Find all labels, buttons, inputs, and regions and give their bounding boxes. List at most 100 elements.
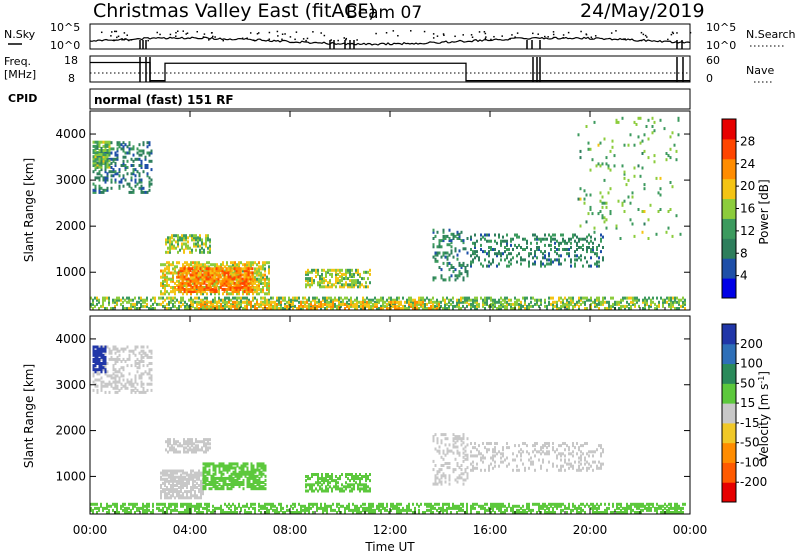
heatmap-cell: [454, 468, 457, 472]
heatmap-cell: [337, 272, 339, 276]
heatmap-cell: [140, 360, 143, 363]
heatmap-cell: [174, 296, 176, 300]
heatmap-cell: [112, 168, 115, 172]
heatmap-cell: [584, 462, 586, 466]
heatmap-cell: [284, 296, 286, 300]
heatmap-cell: [454, 445, 457, 449]
heatmap-cell: [556, 307, 558, 310]
heatmap-cell: [359, 285, 361, 289]
heatmap-cell: [96, 155, 99, 159]
heatmap-cell: [262, 300, 264, 304]
heatmap-cell: [244, 472, 247, 476]
heatmap-cell: [594, 237, 596, 241]
heatmap-cell: [530, 304, 532, 308]
heatmap-cell: [192, 269, 194, 273]
heatmap-cell: [186, 484, 188, 487]
heatmap-cell: [116, 141, 119, 145]
heatmap-cell: [480, 468, 482, 472]
heatmap-cell: [440, 245, 443, 249]
heatmap-cell: [179, 277, 182, 281]
heatmap-cell: [98, 184, 101, 188]
heatmap-cell: [178, 304, 180, 308]
heatmap-cell: [572, 300, 574, 304]
heatmap-cell: [220, 487, 223, 491]
heatmap-cell: [94, 345, 97, 349]
heatmap-cell: [191, 450, 193, 454]
heatmap-cell: [194, 486, 196, 489]
heatmap-cell: [248, 474, 251, 478]
heatmap-cell: [175, 234, 177, 238]
heatmap-cell: [357, 270, 359, 274]
heatmap-cell: [536, 300, 538, 304]
heatmap-cell: [195, 440, 197, 444]
heatmap-cell: [216, 487, 219, 491]
heatmap-cell: [355, 477, 357, 481]
heatmap-cell: [260, 281, 262, 285]
heatmap-cell: [122, 366, 125, 370]
heatmap-cell: [650, 298, 652, 302]
heatmap-cell: [256, 263, 258, 267]
heatmap-cell: [480, 456, 482, 460]
heatmap-cell: [500, 302, 502, 306]
heatmap-cell: [518, 298, 520, 302]
heatmap-cell: [262, 261, 264, 265]
heatmap-cell: [290, 304, 292, 308]
heatmap-cell: [189, 446, 191, 450]
heatmap-cell: [357, 483, 359, 487]
heatmap-cell: [146, 382, 149, 386]
heatmap-cell: [189, 250, 191, 254]
heatmap-cell: [230, 462, 233, 466]
heatmap-cell: [234, 269, 236, 273]
heatmap-cell: [252, 476, 255, 480]
heatmap-cell: [132, 170, 135, 174]
heatmap-cell: [359, 479, 361, 483]
heatmap-cell: [140, 149, 143, 153]
heatmap-cell: [212, 263, 214, 267]
heatmap-cell: [209, 277, 212, 281]
heatmap-cell: [173, 246, 175, 250]
colorbar-segment: [722, 138, 736, 160]
heatmap-cell: [216, 265, 218, 269]
heatmap-cell: [114, 378, 117, 382]
heatmap-cell: [217, 273, 220, 277]
heatmap-cell: [170, 488, 172, 492]
heatmap-cell: [232, 275, 234, 279]
heatmap-cell: [671, 234, 674, 238]
heatmap-cell: [118, 141, 121, 145]
heatmap-cell: [216, 476, 219, 480]
heatmap-cell: [211, 281, 214, 285]
heatmap-cell: [339, 275, 341, 278]
heatmap-cell: [92, 157, 95, 161]
heatmap-cell: [190, 471, 192, 475]
heatmap-cell: [200, 479, 202, 483]
heatmap-cell: [357, 477, 359, 481]
heatmap-cell: [631, 222, 634, 226]
heatmap-cell: [230, 271, 232, 275]
heatmap-cell: [330, 298, 332, 302]
heatmap-cell: [248, 485, 251, 489]
heatmap-cell: [180, 271, 182, 275]
heatmap-cell: [268, 298, 270, 302]
nsky-point: [432, 33, 435, 35]
heatmap-cell: [106, 188, 109, 192]
heatmap-cell: [440, 304, 442, 308]
heatmap-cell: [216, 263, 218, 267]
heatmap-cell: [448, 443, 451, 447]
heatmap-cell: [585, 220, 588, 224]
heatmap-cell: [168, 296, 170, 300]
heatmap-cell: [258, 483, 261, 486]
heatmap-cell: [498, 464, 500, 468]
heatmap-cell: [576, 300, 578, 304]
heatmap-cell: [510, 307, 512, 310]
heatmap-cell: [339, 475, 341, 478]
heatmap-cell: [486, 448, 488, 452]
heatmap-cell: [456, 302, 458, 306]
heatmap-cell: [187, 244, 189, 248]
heatmap-cell: [508, 446, 510, 450]
heatmap-cell: [98, 178, 101, 182]
heatmap-cell: [348, 302, 350, 306]
heatmap-cell: [364, 304, 366, 308]
heatmap-cell: [615, 120, 618, 124]
heatmap-cell: [225, 283, 228, 287]
heatmap-cell: [458, 237, 461, 240]
